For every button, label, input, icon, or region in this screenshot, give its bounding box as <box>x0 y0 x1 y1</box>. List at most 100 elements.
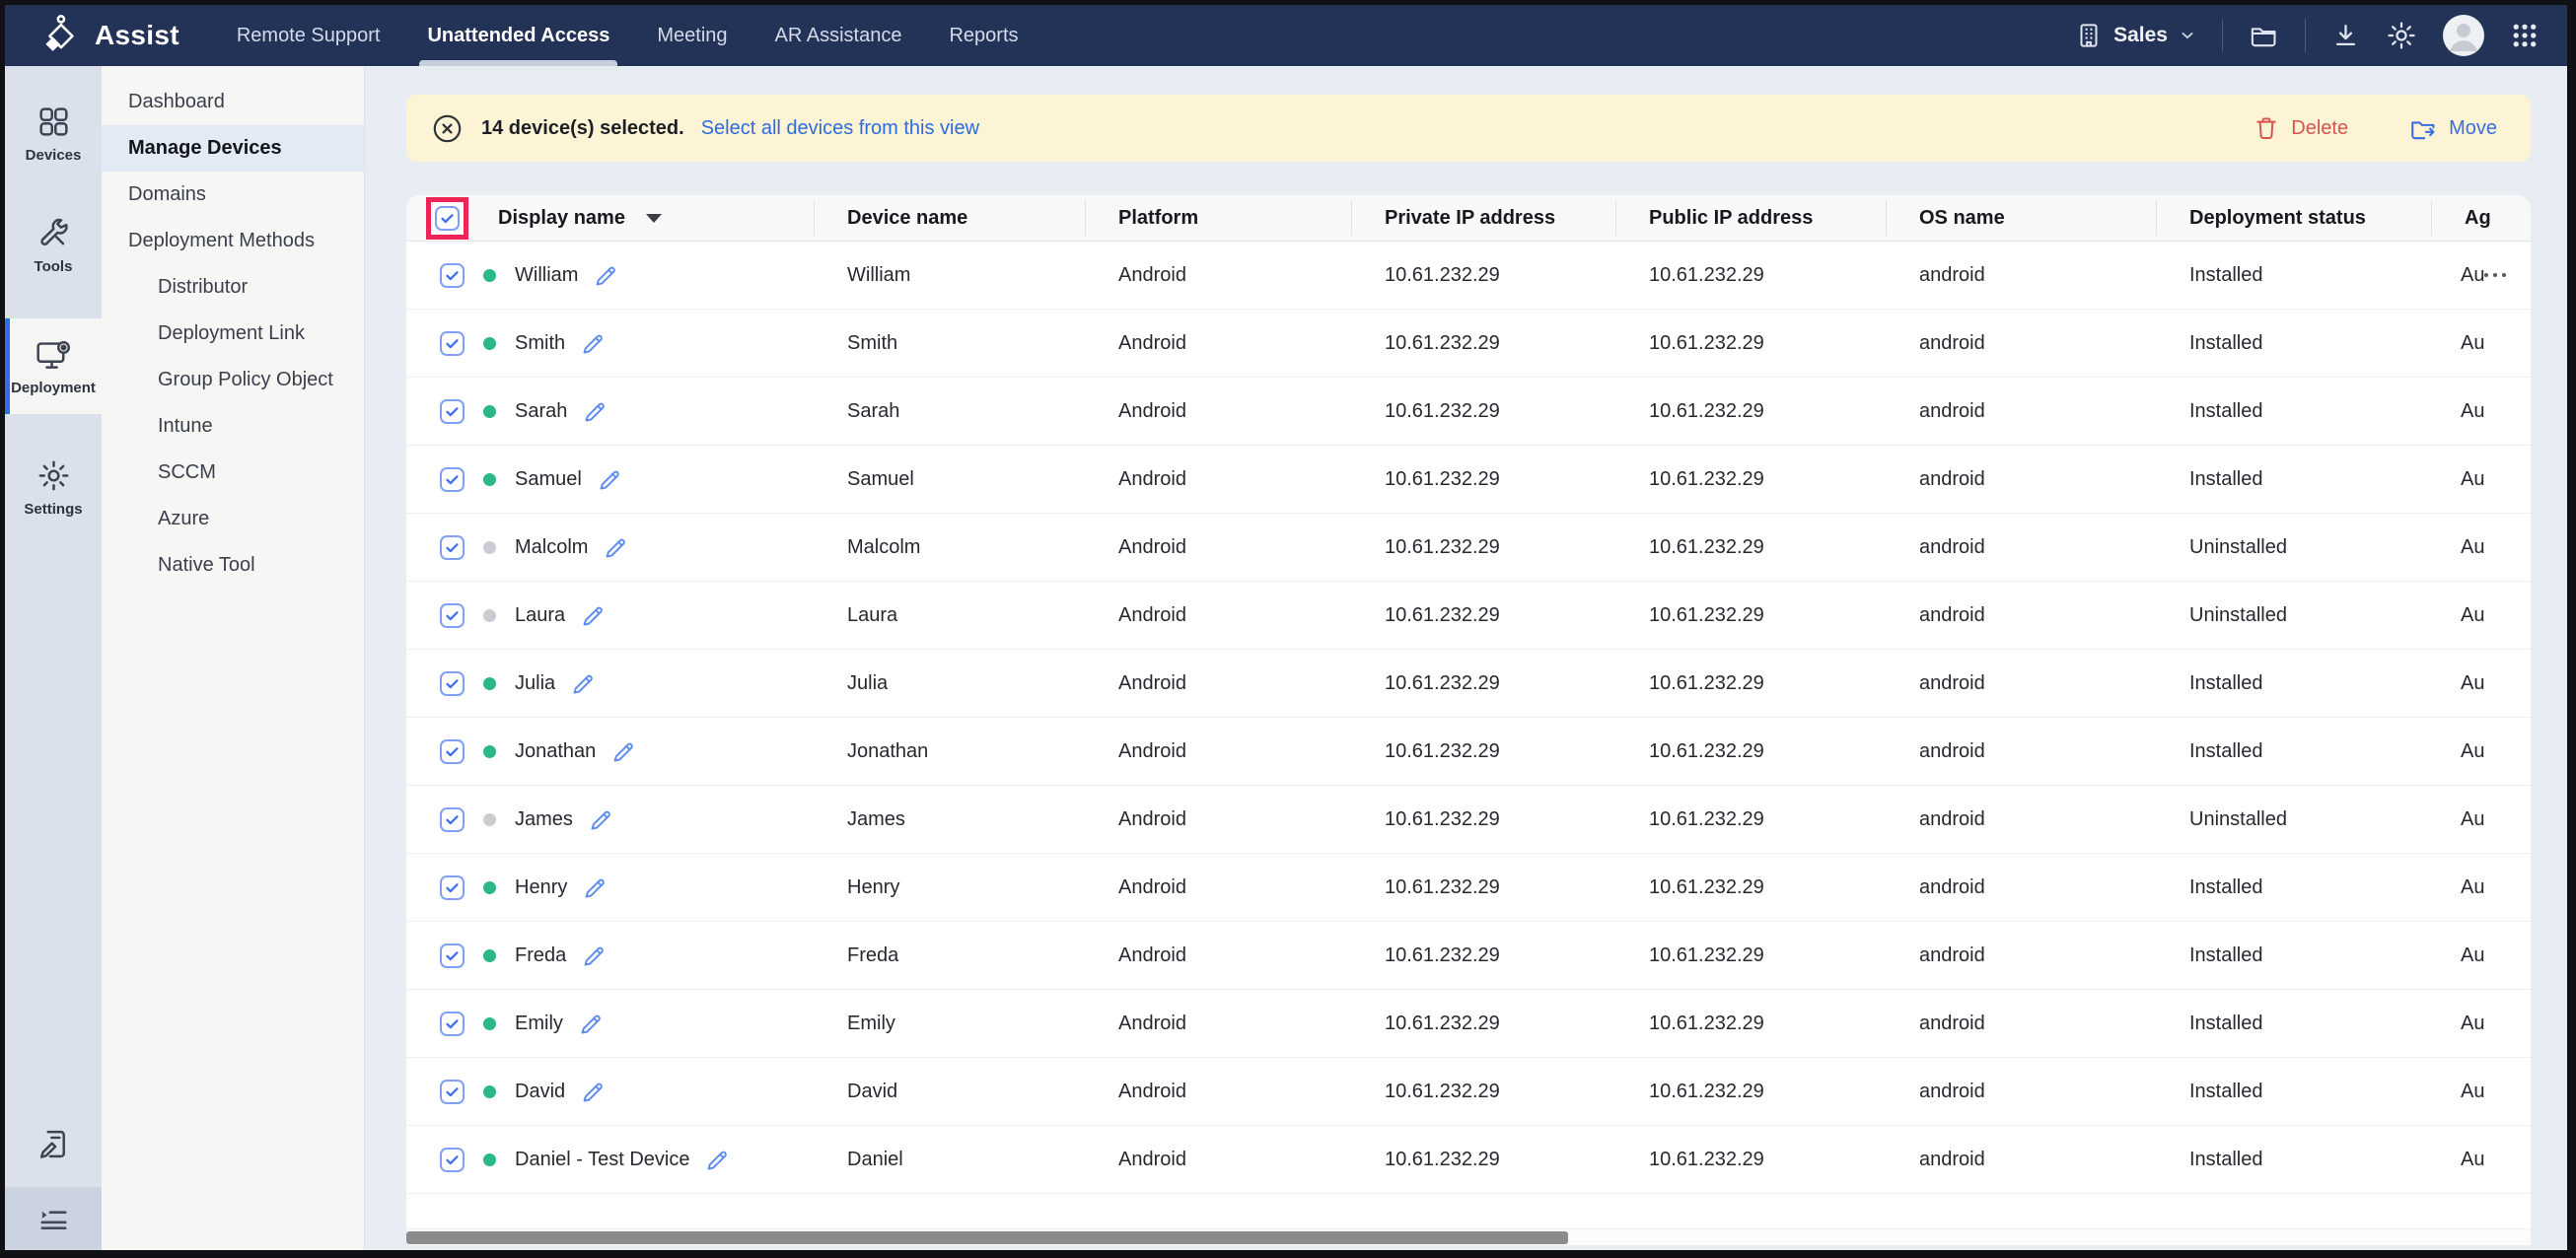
edit-icon[interactable] <box>578 1011 605 1037</box>
edit-icon[interactable] <box>603 534 629 561</box>
os-name: android <box>1886 944 2156 967</box>
sidebar-item-manage-devices[interactable]: Manage Devices <box>102 125 364 172</box>
public-ip: 10.61.232.29 <box>1615 604 1886 627</box>
download-icon[interactable] <box>2330 21 2361 51</box>
top-nav-ar-assistance[interactable]: AR Assistance <box>775 5 902 66</box>
row-checkbox[interactable] <box>440 263 465 288</box>
edit-icon[interactable] <box>580 602 607 629</box>
edit-icon[interactable] <box>593 262 619 289</box>
row-checkbox[interactable] <box>440 671 465 696</box>
table-row[interactable]: Daniel - Test Device Daniel Android 10.6… <box>406 1126 2531 1194</box>
table-header: Display nameDevice namePlatformPrivate I… <box>406 195 2531 242</box>
row-checkbox[interactable] <box>440 603 465 628</box>
sidebar-item-deployment-link[interactable]: Deployment Link <box>102 311 364 357</box>
select-all-link[interactable]: Select all devices from this view <box>701 117 979 140</box>
os-name: android <box>1886 1013 2156 1035</box>
edit-icon[interactable] <box>580 1079 607 1105</box>
row-checkbox[interactable] <box>440 1148 465 1172</box>
sidebar-item-native-tool[interactable]: Native Tool <box>102 542 364 589</box>
row-checkbox[interactable] <box>440 807 465 832</box>
row-checkbox[interactable] <box>440 331 465 356</box>
sidebar-item-sccm[interactable]: SCCM <box>102 450 364 496</box>
divider <box>2222 19 2223 52</box>
table-row[interactable]: Laura Laura Android 10.61.232.29 10.61.2… <box>406 582 2531 650</box>
edit-icon[interactable] <box>704 1147 731 1173</box>
row-checkbox[interactable] <box>440 944 465 968</box>
sidebar-item-dashboard[interactable]: Dashboard <box>102 79 364 125</box>
column-header-platform[interactable]: Platform <box>1085 195 1351 241</box>
edit-icon[interactable] <box>582 874 608 901</box>
edit-icon[interactable] <box>582 398 608 425</box>
table-row[interactable]: Smith Smith Android 10.61.232.29 10.61.2… <box>406 310 2531 378</box>
delete-button[interactable]: Delete <box>2253 114 2348 142</box>
edit-icon[interactable] <box>588 806 614 833</box>
edit-icon[interactable] <box>610 738 637 765</box>
table-row[interactable]: Malcolm Malcolm Android 10.61.232.29 10.… <box>406 514 2531 582</box>
display-name: David <box>515 1081 565 1103</box>
table-row[interactable]: Sarah Sarah Android 10.61.232.29 10.61.2… <box>406 378 2531 446</box>
edit-icon[interactable] <box>580 330 607 357</box>
display-name: Sarah <box>515 400 567 423</box>
column-header-ag[interactable]: Ag <box>2431 195 2531 241</box>
row-checkbox[interactable] <box>440 875 465 900</box>
sidebar-item-intune[interactable]: Intune <box>102 403 364 450</box>
top-nav-remote-support[interactable]: Remote Support <box>237 5 381 66</box>
collapse-sidebar-icon[interactable] <box>5 1187 102 1250</box>
row-menu-icon[interactable] <box>2484 272 2507 278</box>
feedback-note-icon[interactable] <box>5 1103 102 1187</box>
sidebar-item-azure[interactable]: Azure <box>102 496 364 542</box>
column-header-deployment-status[interactable]: Deployment status <box>2156 195 2431 241</box>
status-dot <box>483 269 496 282</box>
portal-selector[interactable]: Sales <box>2074 21 2197 50</box>
table-row[interactable]: Emily Emily Android 10.61.232.29 10.61.2… <box>406 990 2531 1058</box>
folder-icon[interactable] <box>2248 21 2280 51</box>
edit-icon[interactable] <box>581 943 608 969</box>
column-header-os-name[interactable]: OS name <box>1886 195 2156 241</box>
rail-item-tools[interactable]: Tools <box>5 197 102 293</box>
row-checkbox[interactable] <box>440 467 465 492</box>
table-row[interactable]: Freda Freda Android 10.61.232.29 10.61.2… <box>406 922 2531 990</box>
sort-caret-icon[interactable] <box>646 214 662 223</box>
move-button[interactable]: Move <box>2407 114 2497 143</box>
app-grid-icon[interactable] <box>2510 21 2540 50</box>
rail-item-settings[interactable]: Settings <box>5 440 102 535</box>
top-nav-meeting[interactable]: Meeting <box>657 5 727 66</box>
column-header-public-ip-address[interactable]: Public IP address <box>1615 195 1886 241</box>
horizontal-scrollbar[interactable] <box>406 1228 2531 1245</box>
brand[interactable]: Assist <box>36 13 179 58</box>
select-all-checkbox[interactable] <box>435 206 460 231</box>
edit-icon[interactable] <box>597 466 623 493</box>
clear-selection-icon[interactable] <box>430 111 465 146</box>
avatar[interactable] <box>2442 14 2485 57</box>
table-row[interactable]: David David Android 10.61.232.29 10.61.2… <box>406 1058 2531 1126</box>
display-name: Laura <box>515 604 565 627</box>
gear-icon[interactable] <box>2386 20 2417 51</box>
edit-icon[interactable] <box>570 670 597 697</box>
platform: Android <box>1085 536 1351 559</box>
os-name: android <box>1886 876 2156 899</box>
column-header-display-name[interactable]: Display name <box>406 195 814 241</box>
scrollbar-thumb[interactable] <box>406 1231 1568 1244</box>
sidebar-item-group-policy-object[interactable]: Group Policy Object <box>102 357 364 403</box>
row-checkbox[interactable] <box>440 1012 465 1036</box>
table-row[interactable]: Julia Julia Android 10.61.232.29 10.61.2… <box>406 650 2531 718</box>
table-row[interactable]: Henry Henry Android 10.61.232.29 10.61.2… <box>406 854 2531 922</box>
row-checkbox[interactable] <box>440 535 465 560</box>
rail-item-deployment[interactable]: Deployment <box>5 318 102 414</box>
sidebar-item-deployment-methods[interactable]: Deployment Methods <box>102 218 364 264</box>
top-nav-reports[interactable]: Reports <box>949 5 1018 66</box>
column-header-device-name[interactable]: Device name <box>814 195 1085 241</box>
sidebar-item-distributor[interactable]: Distributor <box>102 264 364 311</box>
table-row[interactable]: Jonathan Jonathan Android 10.61.232.29 1… <box>406 718 2531 786</box>
table-row[interactable]: Samuel Samuel Android 10.61.232.29 10.61… <box>406 446 2531 514</box>
row-checkbox[interactable] <box>440 739 465 764</box>
sidebar-item-domains[interactable]: Domains <box>102 172 364 218</box>
table-row[interactable]: William William Android 10.61.232.29 10.… <box>406 242 2531 310</box>
table-row[interactable]: James James Android 10.61.232.29 10.61.2… <box>406 786 2531 854</box>
rail-item-devices[interactable]: Devices <box>5 86 102 181</box>
row-checkbox[interactable] <box>440 399 465 424</box>
row-checkbox[interactable] <box>440 1080 465 1104</box>
column-header-private-ip-address[interactable]: Private IP address <box>1351 195 1615 241</box>
top-nav-unattended-access[interactable]: Unattended Access <box>427 5 609 66</box>
move-folder-icon <box>2407 114 2438 143</box>
